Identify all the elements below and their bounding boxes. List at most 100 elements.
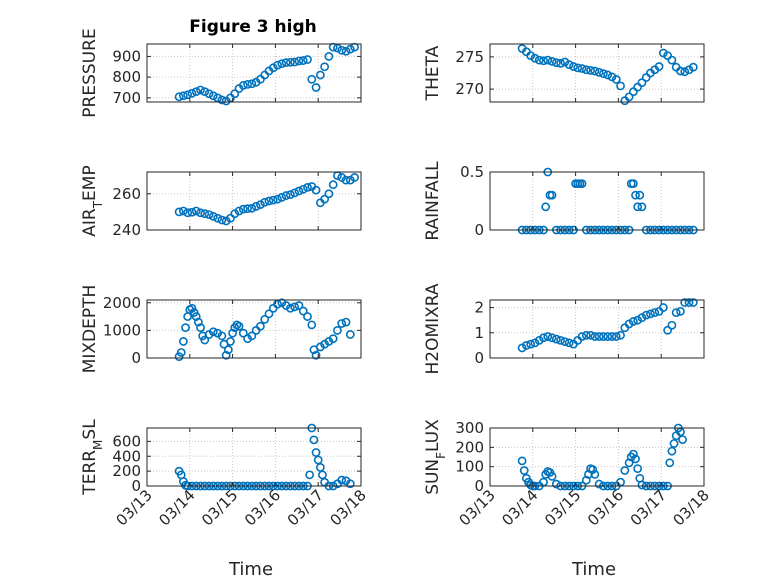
data-point xyxy=(633,202,643,212)
data-point xyxy=(663,325,673,335)
data-point xyxy=(517,343,527,353)
axes-box xyxy=(489,43,705,103)
data-point xyxy=(611,332,621,341)
data-point xyxy=(238,328,248,338)
data-point xyxy=(320,62,330,72)
data-point xyxy=(285,303,295,313)
data-point xyxy=(200,209,210,219)
data-point xyxy=(174,207,184,217)
data-point xyxy=(547,333,557,343)
data-point xyxy=(285,190,295,200)
data-point xyxy=(256,200,265,210)
data-point xyxy=(294,56,304,66)
data-point xyxy=(684,65,694,75)
data-point xyxy=(547,471,557,481)
y-axis-label: THETA xyxy=(423,45,443,101)
data-point xyxy=(193,317,203,327)
data-point xyxy=(200,87,210,97)
data-point xyxy=(217,331,227,341)
data-point xyxy=(594,332,604,341)
data-point xyxy=(628,449,638,459)
data-point xyxy=(551,58,561,68)
axes-box xyxy=(489,299,705,359)
data-point xyxy=(654,62,664,71)
data-point xyxy=(345,330,355,339)
data-point xyxy=(328,180,338,190)
data-point xyxy=(590,469,600,479)
data-point xyxy=(223,345,233,355)
y-tick-label: 2000 xyxy=(103,294,141,312)
plot-area xyxy=(490,172,704,230)
data-point xyxy=(560,337,570,347)
data-point xyxy=(547,190,557,200)
plot-area xyxy=(490,44,704,102)
data-point xyxy=(539,56,548,66)
data-point xyxy=(294,186,304,196)
data-point xyxy=(671,308,681,318)
data-point xyxy=(569,62,578,71)
data-point xyxy=(581,65,591,75)
data-point xyxy=(298,56,308,65)
data-point xyxy=(333,325,342,335)
data-point xyxy=(311,185,321,195)
data-point xyxy=(196,323,205,333)
data-point xyxy=(178,337,188,346)
y-tick-label: 0.5 xyxy=(460,163,484,181)
data-point xyxy=(521,340,531,350)
y-tick-label: 0 xyxy=(474,221,484,239)
data-point xyxy=(633,464,643,473)
data-point xyxy=(607,72,617,82)
plot-area xyxy=(147,172,361,230)
data-point xyxy=(183,208,193,218)
data-point xyxy=(633,315,643,325)
data-point xyxy=(556,335,566,345)
data-point xyxy=(303,183,312,192)
data-point xyxy=(213,213,223,223)
data-point xyxy=(256,321,265,331)
y-tick-label: 0 xyxy=(474,349,484,367)
data-point xyxy=(586,66,595,75)
data-point xyxy=(294,301,304,310)
data-point xyxy=(200,335,210,345)
data-point xyxy=(631,190,640,200)
y-axis-label: RAINFALL xyxy=(423,161,443,241)
data-point xyxy=(616,330,625,340)
data-point xyxy=(599,332,608,341)
x-axis-label-right: Time xyxy=(571,559,616,580)
data-point xyxy=(285,57,295,67)
y-axis-label: MIXDEPTH xyxy=(80,285,100,374)
data-point xyxy=(680,67,690,77)
data-point xyxy=(519,466,529,475)
y-tick-label: 800 xyxy=(112,68,141,86)
data-point xyxy=(213,93,223,103)
data-point xyxy=(628,179,638,188)
data-point xyxy=(324,52,334,61)
subplot-top-right: 270 275 THETA xyxy=(423,43,705,106)
data-point xyxy=(247,79,257,89)
data-point xyxy=(341,46,351,56)
data-point xyxy=(543,332,553,341)
data-point xyxy=(260,314,270,324)
subplot-row2-left: 240 260 AIRTEMP xyxy=(80,165,362,239)
data-point xyxy=(594,67,604,77)
data-point xyxy=(688,298,698,307)
axes-box xyxy=(489,171,705,231)
data-point xyxy=(196,208,205,218)
data-point xyxy=(530,53,540,63)
data-point xyxy=(684,298,694,307)
data-point xyxy=(311,350,321,360)
data-point xyxy=(303,55,312,64)
data-point xyxy=(191,87,201,97)
y-tick-label: 0 xyxy=(131,477,141,495)
data-point xyxy=(204,89,214,99)
y-tick-label: 200 xyxy=(455,438,484,456)
subplot-top-left: 700 800 900 PRESSURE xyxy=(80,28,362,118)
data-point xyxy=(541,202,551,212)
data-point xyxy=(178,206,188,216)
data-point xyxy=(251,202,261,211)
data-point xyxy=(307,74,317,84)
data-point xyxy=(534,335,544,345)
data-point xyxy=(281,58,291,68)
data-point xyxy=(187,88,197,98)
data-point xyxy=(641,310,651,320)
